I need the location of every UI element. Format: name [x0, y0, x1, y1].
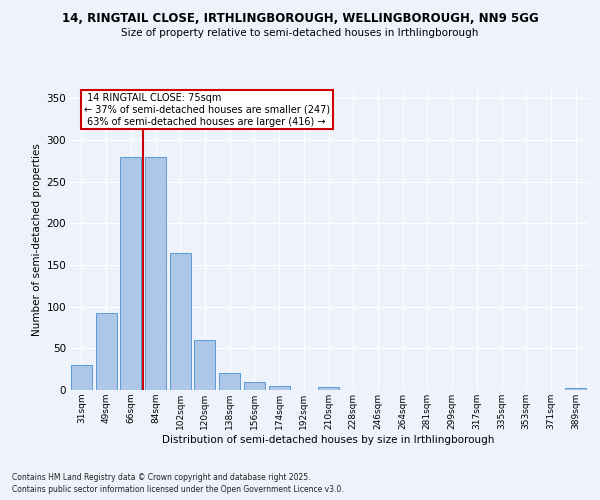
- Bar: [318, 386, 339, 390]
- Text: 14, RINGTAIL CLOSE, IRTHLINGBOROUGH, WELLINGBOROUGH, NN9 5GG: 14, RINGTAIL CLOSE, IRTHLINGBOROUGH, WEL…: [62, 12, 538, 26]
- Bar: [269, 386, 290, 390]
- Text: Size of property relative to semi-detached houses in Irthlingborough: Size of property relative to semi-detach…: [121, 28, 479, 38]
- Bar: [95, 312, 116, 390]
- Text: 14 RINGTAIL CLOSE: 75sqm
← 37% of semi-detached houses are smaller (247)
 63% of: 14 RINGTAIL CLOSE: 75sqm ← 37% of semi-d…: [84, 94, 330, 126]
- Bar: [219, 372, 240, 390]
- Y-axis label: Number of semi-detached properties: Number of semi-detached properties: [32, 144, 43, 336]
- Bar: [244, 382, 265, 390]
- X-axis label: Distribution of semi-detached houses by size in Irthlingborough: Distribution of semi-detached houses by …: [163, 434, 494, 444]
- Text: Contains public sector information licensed under the Open Government Licence v3: Contains public sector information licen…: [12, 485, 344, 494]
- Bar: [170, 252, 191, 390]
- Bar: [71, 365, 92, 390]
- Bar: [194, 340, 215, 390]
- Bar: [145, 156, 166, 390]
- Bar: [120, 156, 141, 390]
- Bar: [565, 388, 586, 390]
- Text: Contains HM Land Registry data © Crown copyright and database right 2025.: Contains HM Land Registry data © Crown c…: [12, 472, 311, 482]
